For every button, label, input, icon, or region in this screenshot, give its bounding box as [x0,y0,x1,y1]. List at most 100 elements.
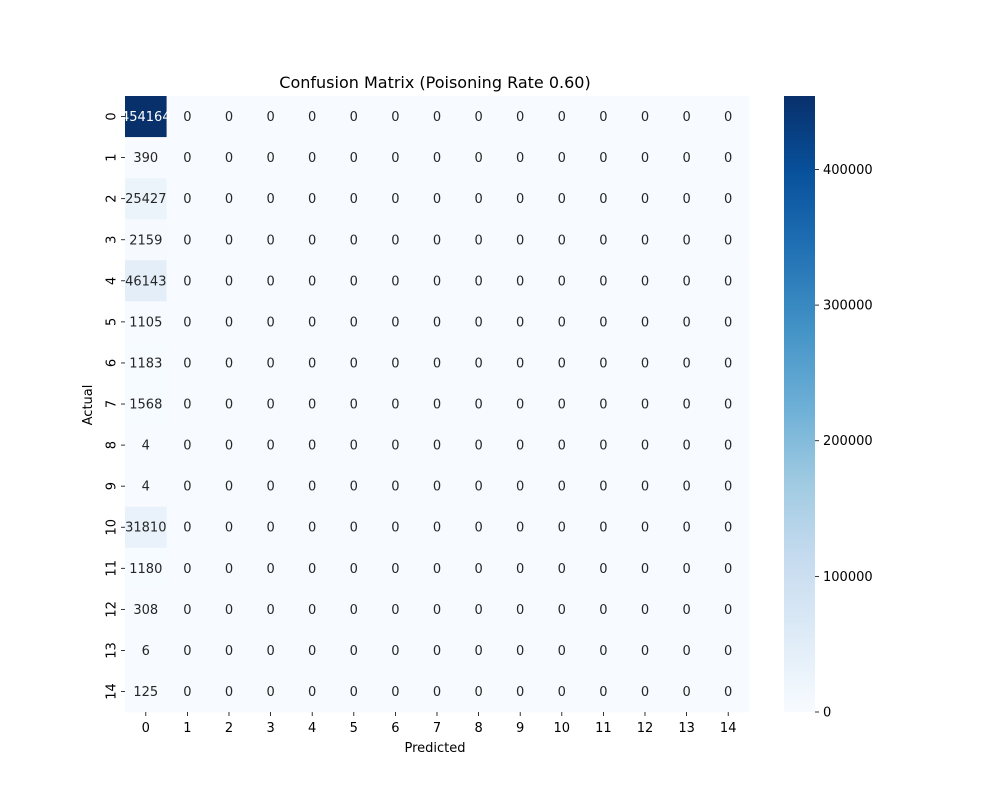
cell-value-label: 0 [599,562,607,577]
cell-value-label: 0 [599,151,607,166]
cell-value-label: 0 [266,603,274,618]
cell-value-label: 0 [391,356,399,371]
y-tick-label: 3 [105,236,120,244]
cell-value-label: 0 [516,315,524,330]
heatmap-cell [499,629,542,672]
heatmap-cell [582,465,625,508]
cell-value-label: 0 [225,439,233,454]
cell-value-label: 0 [599,603,607,618]
heatmap-cell [582,96,625,138]
heatmap-cell [208,506,251,549]
cell-value-label: 0 [724,562,732,577]
heatmap-cell [166,547,209,590]
cell-value-label: 0 [350,110,358,125]
cell-value-label: 0 [516,644,524,659]
heatmap-cell [624,547,667,590]
heatmap-cell [125,547,168,590]
heatmap-cell [208,588,251,631]
cell-value-label: 0 [391,274,399,289]
cell-value-label: 0 [308,521,316,536]
cell-value-label: 0 [641,644,649,659]
heatmap-cell [374,178,417,220]
heatmap-cell [665,96,708,138]
cell-value-label: 0 [724,192,732,207]
heatmap-cell [499,506,542,549]
heatmap-cell [499,424,542,467]
cell-value-label: 0 [350,480,358,495]
heatmap-cell [166,96,209,138]
heatmap-cell [166,137,209,179]
cell-value-label: 0 [225,603,233,618]
heatmap-cell [166,260,209,302]
cell-value-label: 0 [433,562,441,577]
cell-value-label: 0 [266,151,274,166]
cell-value-label: 0 [599,356,607,371]
cell-value-label: 0 [266,644,274,659]
cell-value-label: 0 [308,151,316,166]
heatmap-cell [624,342,667,384]
cell-value-label: 31810 [125,521,166,536]
heatmap-cell [208,670,251,713]
heatmap-cell [457,301,500,343]
heatmap-cell [582,547,625,590]
cell-value-label: 0 [474,192,482,207]
heatmap-cell [208,260,251,302]
y-tick-label: 12 [105,601,120,618]
cell-value-label: 1180 [129,562,162,577]
cell-value-label: 0 [350,439,358,454]
y-tick-label: 5 [105,318,120,326]
heatmap-cell [707,547,750,590]
cell-value-label: 0 [724,644,732,659]
heatmap-cell [125,260,168,302]
cell-value-label: 0 [474,315,482,330]
heatmap-cell [125,178,168,220]
heatmap-cell [374,424,417,467]
heatmap-cell [624,465,667,508]
cell-value-label: 0 [641,151,649,166]
cell-value-label: 0 [225,110,233,125]
cell-value-label: 0 [641,603,649,618]
heatmap-cell [582,629,625,672]
cell-value-label: 0 [391,439,399,454]
cell-value-label: 0 [391,233,399,248]
cell-value-label: 0 [558,315,566,330]
cell-value-label: 0 [183,151,191,166]
heatmap-cell [707,301,750,343]
heatmap-cell [125,670,168,713]
cell-value-label: 0 [558,644,566,659]
cell-value-label: 1568 [129,398,162,413]
cell-value-label: 0 [433,192,441,207]
cell-value-label: 0 [599,480,607,495]
cell-value-label: 0 [558,439,566,454]
cell-value-label: 0 [391,110,399,125]
cell-value-label: 0 [724,685,732,700]
heatmap-cell [707,588,750,631]
cell-value-label: 0 [266,110,274,125]
heatmap-cell [582,178,625,220]
cell-value-label: 0 [391,603,399,618]
cell-value-label: 0 [641,315,649,330]
cell-value-label: 0 [183,192,191,207]
heatmap-cell [624,506,667,549]
cell-value-label: 0 [724,480,732,495]
cell-value-label: 0 [266,398,274,413]
heatmap-cell [624,219,667,261]
heatmap-cell [707,506,750,549]
cell-value-label: 0 [391,192,399,207]
heatmap-cell [499,219,542,261]
heatmap-cell [457,96,500,138]
cell-value-label: 0 [516,233,524,248]
cell-value-label: 0 [724,398,732,413]
heatmap-cell [624,588,667,631]
cell-value-label: 0 [682,685,690,700]
cell-value-label: 1183 [129,356,162,371]
cell-value-label: 0 [558,398,566,413]
cell-value-label: 0 [724,521,732,536]
heatmap-cell [125,219,168,261]
x-tick-label: 12 [637,721,654,736]
y-tick-label: 2 [105,195,120,203]
heatmap-cell [665,383,708,426]
heatmap-cell [333,383,376,426]
cell-value-label: 1105 [129,315,162,330]
